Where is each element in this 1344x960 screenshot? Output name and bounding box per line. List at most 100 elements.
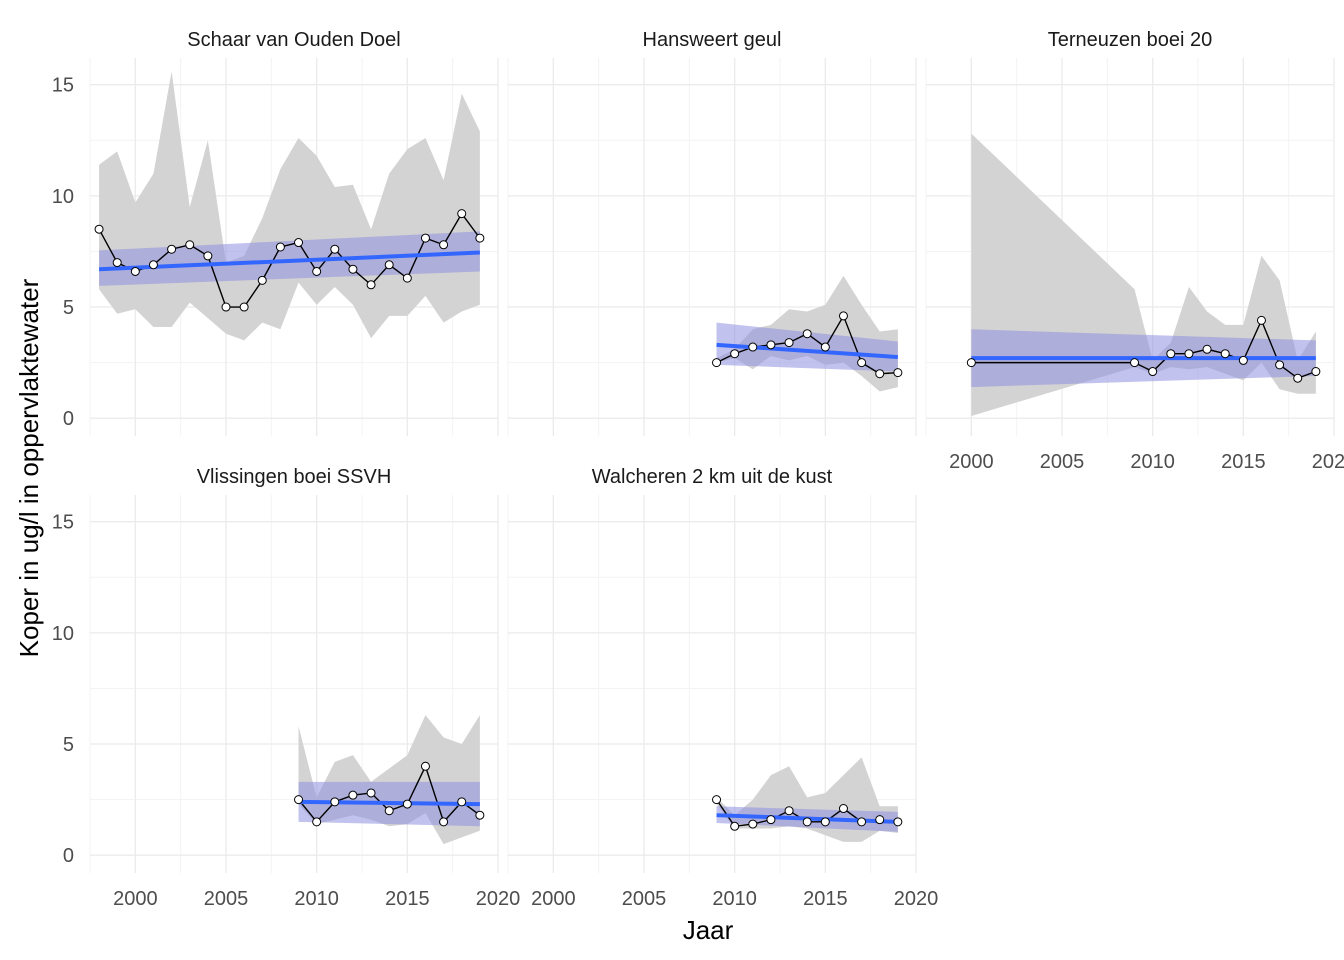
panel-2: Terneuzen boei 20 2000 2005 2010 2015 2020 — [925, 29, 1344, 473]
data-point — [275, 242, 285, 252]
data-point — [366, 788, 376, 798]
x-tick-label: 2005 — [622, 888, 667, 910]
data-point — [748, 819, 758, 829]
panel-1: Hansweert geul — [507, 29, 917, 436]
data-point — [1148, 367, 1158, 377]
data-point — [312, 817, 322, 827]
range-ribbon — [99, 71, 480, 341]
data-point — [838, 311, 848, 321]
data-point — [457, 209, 467, 219]
data-point — [820, 342, 830, 352]
data-point — [1256, 315, 1266, 325]
y-tick-label: 10 — [52, 623, 74, 645]
data-point — [330, 797, 340, 807]
x-tick-label: 2005 — [1040, 451, 1085, 473]
data-point — [148, 260, 158, 270]
x-tick-label: 2015 — [803, 888, 848, 910]
data-point — [257, 275, 267, 285]
data-point — [875, 815, 885, 825]
trend-confidence-band — [716, 322, 898, 372]
data-point — [784, 806, 794, 816]
data-point — [802, 329, 812, 339]
x-tick-label: 2010 — [712, 888, 757, 910]
data-point — [420, 761, 430, 771]
data-point — [1238, 355, 1248, 365]
data-point — [1293, 373, 1303, 383]
data-point — [312, 266, 322, 276]
x-tick-label: 2015 — [1221, 451, 1266, 473]
panels: Schaar van Ouden Doel 0 5 10 15 Hansweert geu… — [52, 29, 1344, 910]
y-axis-title: Koper in ug/l in oppervlaktewater — [14, 278, 44, 657]
x-tick-label: 2020 — [476, 888, 521, 910]
data-point — [439, 817, 449, 827]
data-point — [384, 260, 394, 270]
panel-0: Schaar van Ouden Doel 0 5 10 15 — [52, 29, 499, 436]
x-tick-label: 2000 — [531, 888, 576, 910]
data-point — [167, 244, 177, 254]
data-line — [98, 212, 481, 308]
trend-line — [298, 799, 480, 807]
data-point — [838, 804, 848, 814]
data-point — [294, 795, 304, 805]
y-tick-label: 15 — [52, 75, 74, 97]
y-tick-label: 0 — [63, 845, 74, 867]
data-point — [802, 817, 812, 827]
data-point — [475, 810, 485, 820]
panel-4: Walcheren 2 km uit de kust 2000 2005 2010 20… — [507, 466, 939, 910]
data-point — [475, 233, 485, 243]
data-point — [766, 815, 776, 825]
data-point — [112, 258, 122, 268]
data-point — [784, 338, 794, 348]
x-tick-label: 2010 — [1130, 451, 1175, 473]
trend-confidence-band — [99, 231, 480, 286]
data-point — [730, 821, 740, 831]
data-point — [1130, 358, 1140, 368]
data-point — [1202, 344, 1212, 354]
x-tick-label: 2020 — [894, 888, 939, 910]
y-tick-label: 0 — [63, 408, 74, 430]
data-point — [402, 799, 412, 809]
data-point — [439, 240, 449, 250]
panel-title: Terneuzen boei 20 — [1048, 29, 1213, 51]
data-point — [1311, 367, 1321, 377]
data-point — [766, 340, 776, 350]
data-point — [893, 368, 903, 378]
data-point — [857, 358, 867, 368]
data-point — [730, 349, 740, 359]
data-point — [384, 806, 394, 816]
panel-3: Vlissingen boei SSVH 0 5 10 15 2000 2005 2010 20… — [52, 466, 521, 910]
data-point — [348, 790, 358, 800]
x-tick-label: 2000 — [113, 888, 158, 910]
data-point — [94, 224, 104, 234]
data-point — [366, 280, 376, 290]
panel-title: Hansweert geul — [643, 29, 782, 51]
data-point — [857, 817, 867, 827]
data-point — [748, 342, 758, 352]
data-point — [966, 358, 976, 368]
data-point — [1275, 360, 1285, 370]
data-point — [348, 264, 358, 274]
data-point — [1166, 349, 1176, 359]
x-tick-label: 2015 — [385, 888, 430, 910]
panel-title: Schaar van Ouden Doel — [187, 29, 400, 51]
data-point — [457, 797, 467, 807]
panel-title: Vlissingen boei SSVH — [197, 466, 392, 488]
data-point — [203, 251, 213, 261]
data-point — [239, 302, 249, 312]
data-point — [130, 266, 140, 276]
data-point — [185, 240, 195, 250]
data-point — [820, 817, 830, 827]
data-point — [1184, 349, 1194, 359]
x-tick-label: 2005 — [204, 888, 249, 910]
panel-title: Walcheren 2 km uit de kust — [592, 466, 833, 488]
data-point — [294, 238, 304, 248]
data-point — [712, 795, 722, 805]
data-point — [330, 244, 340, 254]
y-tick-label: 5 — [63, 734, 74, 756]
y-tick-label: 15 — [52, 512, 74, 534]
x-tick-label: 2020 — [1312, 451, 1344, 473]
data-point — [221, 302, 231, 312]
data-point — [893, 817, 903, 827]
data-point — [712, 358, 722, 368]
